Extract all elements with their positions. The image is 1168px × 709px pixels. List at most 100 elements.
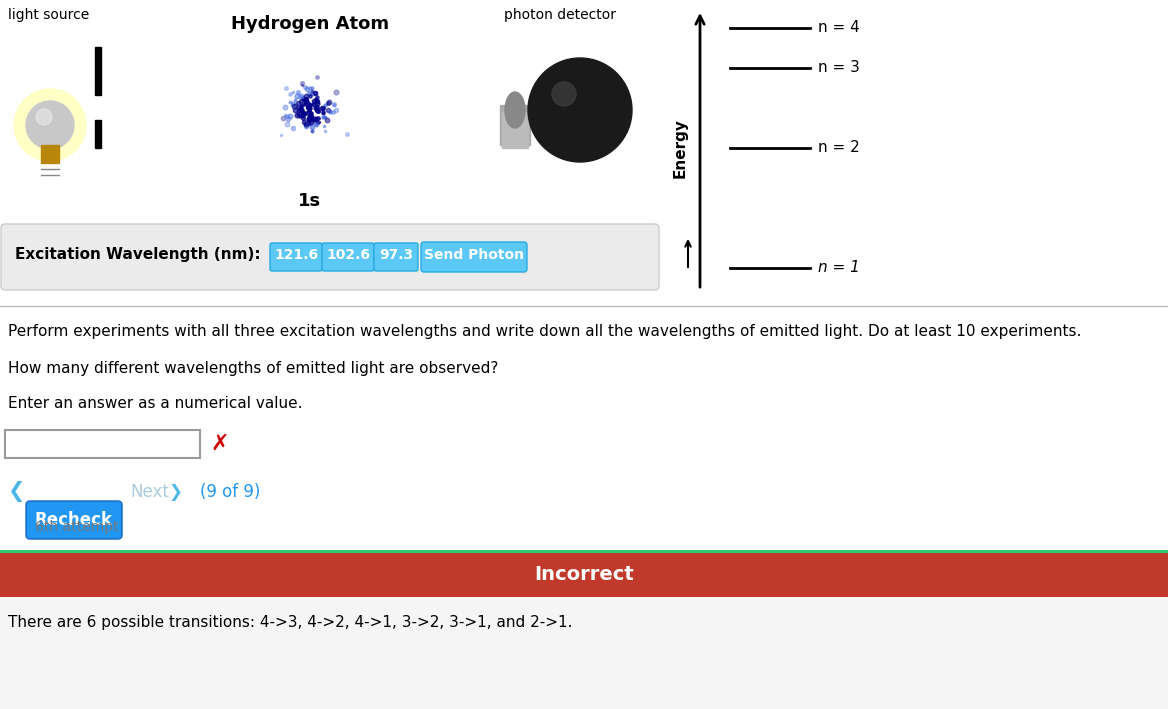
Point [297, 120, 315, 131]
Point [301, 110, 320, 121]
Point [306, 94, 325, 105]
Point [315, 111, 334, 123]
Bar [0, 550, 1168, 553]
Point [299, 103, 318, 114]
Point [278, 111, 297, 122]
Point [294, 92, 313, 104]
FancyBboxPatch shape [420, 242, 527, 272]
Point [325, 99, 343, 110]
Circle shape [552, 82, 576, 106]
Point [314, 120, 333, 131]
Point [324, 106, 342, 118]
Text: ❮: ❮ [7, 481, 25, 503]
Point [301, 116, 320, 128]
Point [293, 107, 312, 118]
Point [276, 101, 294, 113]
Text: 1s: 1s [299, 192, 321, 210]
Point [315, 111, 334, 123]
Bar [500, 105, 530, 145]
Point [314, 111, 333, 123]
Point [307, 101, 326, 113]
Point [306, 113, 325, 125]
Point [300, 113, 319, 125]
Text: Recheck: Recheck [35, 511, 113, 529]
Text: light source: light source [8, 8, 89, 22]
Circle shape [528, 58, 632, 162]
Point [304, 125, 322, 137]
Point [303, 125, 321, 137]
Point [297, 118, 315, 129]
Point [315, 125, 334, 136]
Point [326, 104, 345, 116]
Point [338, 128, 356, 140]
Point [292, 100, 311, 111]
Text: Excitation Wavelength (nm):: Excitation Wavelength (nm): [15, 247, 260, 262]
Point [301, 99, 320, 111]
Point [307, 71, 326, 82]
Point [301, 89, 320, 100]
Point [307, 96, 326, 107]
Point [303, 107, 321, 118]
FancyBboxPatch shape [374, 243, 418, 271]
Point [292, 95, 311, 106]
Point [306, 87, 325, 99]
Point [296, 94, 314, 105]
Point [288, 91, 307, 102]
Point [294, 117, 313, 128]
Ellipse shape [505, 92, 524, 128]
Bar [41, 145, 60, 163]
Point [300, 90, 319, 101]
Point [319, 97, 338, 108]
Point [272, 129, 291, 140]
Text: Perform experiments with all three excitation wavelengths and write down all the: Perform experiments with all three excit… [8, 324, 1082, 339]
Point [279, 113, 298, 125]
Bar [0, 553, 1168, 597]
Point [280, 88, 299, 99]
Point [306, 118, 325, 130]
Text: There are 6 possible transitions: 4->3, 4->2, 4->1, 3->2, 3->1, and 2->1.: There are 6 possible transitions: 4->3, … [8, 615, 572, 630]
Bar [95, 120, 100, 148]
Point [300, 111, 319, 122]
Point [303, 85, 321, 96]
Point [288, 97, 307, 108]
Point [315, 99, 334, 111]
Point [307, 104, 326, 116]
Point [287, 109, 306, 121]
Point [318, 114, 336, 125]
Point [300, 113, 319, 124]
Point [291, 111, 310, 122]
FancyBboxPatch shape [1, 224, 659, 290]
Text: 121.6: 121.6 [274, 248, 318, 262]
Point [285, 101, 304, 112]
Text: 97.3: 97.3 [378, 248, 413, 262]
Text: n = 2: n = 2 [818, 140, 860, 155]
Point [300, 102, 319, 113]
Point [286, 105, 305, 116]
Text: n = 4: n = 4 [818, 21, 860, 35]
Point [299, 118, 318, 130]
Circle shape [14, 89, 86, 161]
Text: ❯: ❯ [168, 483, 182, 501]
Point [314, 106, 333, 118]
Point [291, 104, 310, 115]
Bar [0, 597, 1168, 709]
FancyBboxPatch shape [26, 501, 121, 539]
Point [297, 90, 315, 101]
Point [293, 78, 312, 89]
Point [286, 94, 305, 106]
FancyBboxPatch shape [322, 243, 374, 271]
Point [293, 99, 312, 111]
Point [284, 122, 303, 133]
Point [303, 121, 321, 133]
Point [305, 102, 324, 113]
Bar [5, 430, 200, 458]
Point [293, 112, 312, 123]
Point [314, 103, 333, 114]
Point [307, 97, 326, 108]
Point [298, 101, 317, 113]
Point [274, 112, 293, 123]
Text: ✗: ✗ [210, 434, 229, 454]
Point [296, 99, 314, 110]
Point [305, 95, 324, 106]
Text: photon detector: photon detector [505, 8, 616, 22]
